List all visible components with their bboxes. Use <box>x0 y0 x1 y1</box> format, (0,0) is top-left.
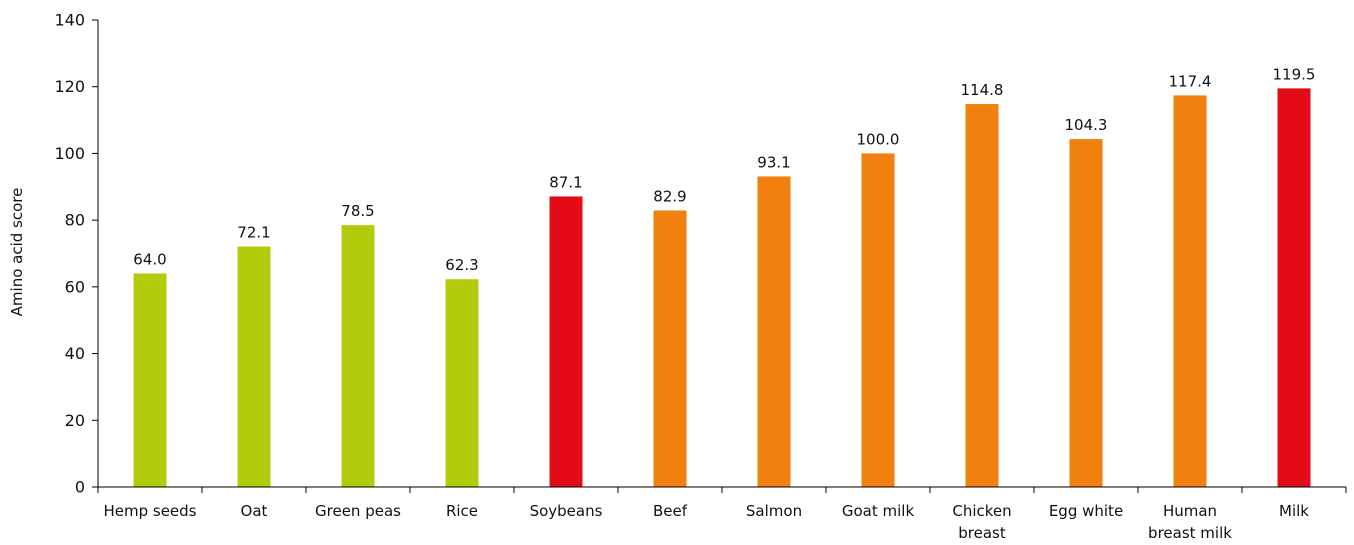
y-tick-label: 60 <box>65 277 85 296</box>
bar-rice <box>445 279 479 487</box>
x-tick-label: Human <box>1163 502 1217 520</box>
bar-chicken-breast <box>965 104 999 487</box>
y-tick-label: 80 <box>65 211 85 230</box>
value-label: 104.3 <box>1065 116 1108 134</box>
x-tick-label: Hemp seeds <box>103 502 196 520</box>
x-tick-label: Oat <box>241 502 268 520</box>
x-tick-label: Salmon <box>746 502 802 520</box>
value-label: 119.5 <box>1273 65 1316 83</box>
x-axis: Hemp seeds Oat Green peas Rice Soybeans Beef S… <box>97 486 1347 542</box>
y-tick-label: 0 <box>75 478 85 497</box>
y-axis-title: Amino acid score <box>8 188 26 317</box>
value-label: 114.8 <box>961 81 1004 99</box>
x-tick-label: breast milk <box>1148 524 1232 542</box>
data-labels: 64.0 72.1 78.5 62.3 87.1 82.9 93.1 100.0 114.8 10… <box>133 65 1315 274</box>
bar-egg-white <box>1069 139 1103 487</box>
value-label: 72.1 <box>237 224 270 242</box>
y-tick-label: 40 <box>65 344 85 363</box>
value-label: 117.4 <box>1169 72 1212 90</box>
bar-salmon <box>757 176 791 487</box>
x-tick-label: Soybeans <box>530 502 603 520</box>
bar-goat-milk <box>861 153 895 487</box>
x-tick-label: Chicken <box>952 502 1011 520</box>
y-tick-label: 120 <box>54 77 85 96</box>
x-tick-label: Beef <box>653 502 688 520</box>
bar-milk <box>1277 88 1311 487</box>
bar-beef <box>653 210 687 487</box>
value-label: 82.9 <box>653 187 686 205</box>
bar-hemp-seeds <box>133 273 167 487</box>
value-label: 93.1 <box>757 153 790 171</box>
y-tick-label: 20 <box>65 411 85 430</box>
bar-green-peas <box>341 225 375 487</box>
y-tick-label: 100 <box>54 144 85 163</box>
value-label: 78.5 <box>341 202 374 220</box>
value-label: 64.0 <box>133 251 166 269</box>
bar-oat <box>237 246 271 487</box>
value-label: 62.3 <box>445 256 478 274</box>
x-tick-label: Milk <box>1279 502 1309 520</box>
x-tick-label: Green peas <box>315 502 401 520</box>
x-tick-label: Rice <box>446 502 478 520</box>
bar-human-breast-milk <box>1173 95 1207 487</box>
x-tick-label: breast <box>958 524 1006 542</box>
value-label: 87.1 <box>549 173 582 191</box>
value-label: 100.0 <box>857 130 900 148</box>
y-axis: 0 20 40 60 80 100 120 140 <box>54 11 99 497</box>
y-tick-label: 140 <box>54 11 85 30</box>
x-tick-label: Egg white <box>1049 502 1123 520</box>
x-tick-label: Goat milk <box>842 502 915 520</box>
bar-soybeans <box>549 196 583 487</box>
bars <box>133 88 1311 487</box>
